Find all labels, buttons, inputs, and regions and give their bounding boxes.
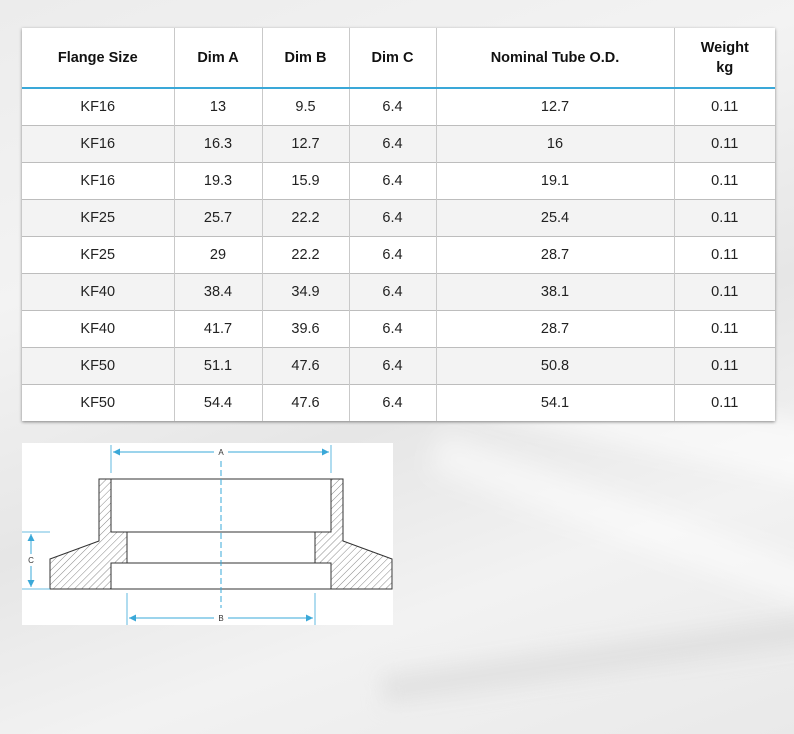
cell-flange-size: KF25: [22, 199, 175, 237]
cell-weight: 0.11: [674, 310, 775, 348]
cell-flange-size: KF16: [22, 88, 175, 126]
cell-dim-a: 16.3: [174, 125, 263, 163]
cell-dim-b: 22.2: [262, 199, 350, 237]
table-header-row: Flange Size Dim A Dim B Dim C Nominal Tu…: [22, 28, 775, 89]
cell-dim-c: 6.4: [349, 125, 437, 163]
flange-bore-upper: [110, 478, 332, 533]
cell-nominal-tube-od: 28.7: [436, 310, 675, 348]
flange-cross-section-diagram: A B C: [22, 443, 393, 625]
cell-nominal-tube-od: 19.1: [436, 162, 675, 200]
cell-dim-c: 6.4: [349, 384, 437, 421]
cell-dim-b: 12.7: [262, 125, 350, 163]
cell-weight: 0.11: [674, 199, 775, 237]
cell-dim-b: 47.6: [262, 347, 350, 385]
cell-flange-size: KF50: [22, 347, 175, 385]
header-dim-b: Dim B: [262, 28, 350, 89]
header-dim-c: Dim C: [349, 28, 437, 89]
header-weight: Weight kg: [674, 28, 775, 89]
flange-bore-lower: [110, 562, 332, 590]
cell-dim-b: 39.6: [262, 310, 350, 348]
cell-dim-b: 15.9: [262, 162, 350, 200]
header-nominal-tube-od: Nominal Tube O.D.: [436, 28, 675, 89]
cell-nominal-tube-od: 25.4: [436, 199, 675, 237]
cell-dim-a: 41.7: [174, 310, 263, 348]
table-row: KF40 41.7 39.6 6.4 28.7 0.11: [22, 310, 775, 348]
cell-nominal-tube-od: 54.1: [436, 384, 675, 421]
header-dim-a: Dim A: [174, 28, 263, 89]
flange-dimensions-table: Flange Size Dim A Dim B Dim C Nominal Tu…: [22, 28, 775, 421]
table-row: KF40 38.4 34.9 6.4 38.1 0.11: [22, 273, 775, 311]
cell-weight: 0.11: [674, 88, 775, 126]
cell-nominal-tube-od: 16: [436, 125, 675, 163]
cell-dim-c: 6.4: [349, 199, 437, 237]
table-row: KF16 16.3 12.7 6.4 16 0.11: [22, 125, 775, 163]
cell-flange-size: KF40: [22, 273, 175, 311]
cell-nominal-tube-od: 28.7: [436, 236, 675, 274]
table-row: KF25 25.7 22.2 6.4 25.4 0.11: [22, 199, 775, 237]
cell-dim-a: 51.1: [174, 347, 263, 385]
cell-flange-size: KF16: [22, 125, 175, 163]
cell-nominal-tube-od: 50.8: [436, 347, 675, 385]
cell-weight: 0.11: [674, 384, 775, 421]
dim-c-label: C: [28, 556, 34, 565]
cell-flange-size: KF40: [22, 310, 175, 348]
cell-dim-c: 6.4: [349, 236, 437, 274]
cell-dim-a: 29: [174, 236, 263, 274]
cell-weight: 0.11: [674, 162, 775, 200]
table-row: KF50 54.4 47.6 6.4 54.1 0.11: [22, 384, 775, 421]
cell-dim-c: 6.4: [349, 273, 437, 311]
cell-dim-a: 25.7: [174, 199, 263, 237]
cell-flange-size: KF50: [22, 384, 175, 421]
cell-nominal-tube-od: 12.7: [436, 88, 675, 126]
cell-dim-c: 6.4: [349, 347, 437, 385]
cell-nominal-tube-od: 38.1: [436, 273, 675, 311]
cell-weight: 0.11: [674, 236, 775, 274]
cell-dim-a: 38.4: [174, 273, 263, 311]
cell-dim-a: 54.4: [174, 384, 263, 421]
flange-drawing: A B C: [22, 445, 393, 625]
header-weight-line1: Weight: [700, 39, 749, 56]
cell-weight: 0.11: [674, 125, 775, 163]
cell-dim-c: 6.4: [349, 310, 437, 348]
cell-dim-b: 47.6: [262, 384, 350, 421]
table-row: KF16 13 9.5 6.4 12.7 0.11: [22, 88, 775, 126]
cell-dim-c: 6.4: [349, 88, 437, 126]
cell-dim-c: 6.4: [349, 162, 437, 200]
header-weight-line2: kg: [716, 59, 734, 76]
cell-dim-b: 22.2: [262, 236, 350, 274]
table-row: KF25 29 22.2 6.4 28.7 0.11: [22, 236, 775, 274]
dim-b-label: B: [218, 614, 223, 623]
cell-dim-a: 13: [174, 88, 263, 126]
dim-a-label: A: [218, 448, 224, 457]
cell-dim-b: 34.9: [262, 273, 350, 311]
cell-dim-a: 19.3: [174, 162, 263, 200]
header-flange-size: Flange Size: [22, 28, 175, 89]
cell-dim-b: 9.5: [262, 88, 350, 126]
table-row: KF16 19.3 15.9 6.4 19.1 0.11: [22, 162, 775, 200]
cell-weight: 0.11: [674, 347, 775, 385]
cell-flange-size: KF16: [22, 162, 175, 200]
cell-weight: 0.11: [674, 273, 775, 311]
table-row: KF50 51.1 47.6 6.4 50.8 0.11: [22, 347, 775, 385]
cell-flange-size: KF25: [22, 236, 175, 274]
